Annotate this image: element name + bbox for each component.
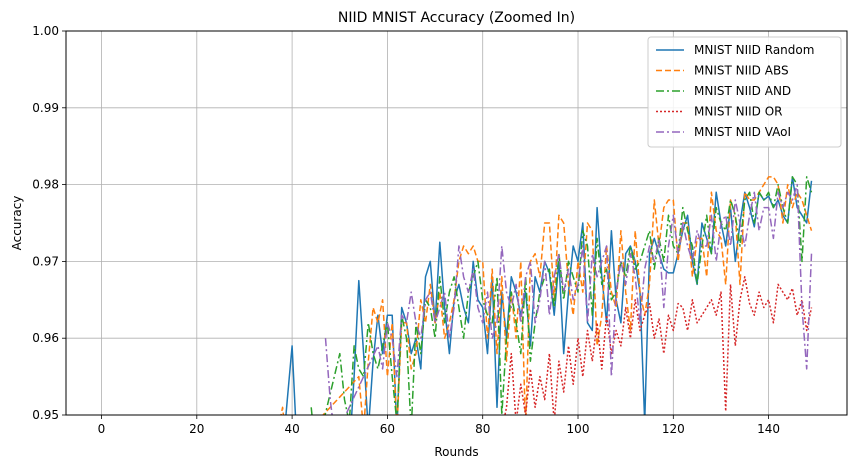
legend-label-2: MNIST NIID AND xyxy=(694,84,791,98)
x-tick-label: 120 xyxy=(662,422,685,436)
legend-label-1: MNIST NIID ABS xyxy=(694,64,789,78)
legend-label-0: MNIST NIID Random xyxy=(694,43,814,57)
legend-label-4: MNIST NIID VAoI xyxy=(694,125,791,139)
y-tick-label: 0.99 xyxy=(32,101,59,115)
y-axis: 0.95 0.96 0.97 0.98 0.99 1.00 xyxy=(32,24,66,422)
legend-label-3: MNIST NIID OR xyxy=(694,105,783,119)
x-tick-label: 60 xyxy=(380,422,395,436)
series-line-4 xyxy=(324,183,813,415)
series-line-2 xyxy=(310,176,813,415)
x-axis-label: Rounds xyxy=(434,445,478,459)
y-tick-label: 1.00 xyxy=(32,24,59,38)
series-line-1 xyxy=(273,176,813,415)
legend-box xyxy=(647,36,842,148)
legend: MNIST NIID Random MNIST NIID ABS MNIST NII… xyxy=(647,36,842,148)
x-tick-label: 0 xyxy=(98,422,106,436)
y-tick-label: 0.95 xyxy=(32,408,59,422)
x-tick-label: 40 xyxy=(284,422,299,436)
x-axis: 0 20 40 60 80 100 120 140 xyxy=(98,415,780,436)
series-layer xyxy=(273,176,813,415)
y-tick-label: 0.97 xyxy=(32,254,59,268)
y-tick-label: 0.98 xyxy=(32,178,59,192)
x-tick-label: 100 xyxy=(567,422,590,436)
chart-title: NIID MNIST Accuracy (Zoomed In) xyxy=(338,10,575,26)
y-axis-label: Accuracy xyxy=(10,196,24,251)
x-tick-label: 20 xyxy=(189,422,204,436)
y-tick-label: 0.96 xyxy=(32,331,59,345)
plot-frame xyxy=(65,30,848,416)
series-line-3 xyxy=(504,276,813,415)
x-tick-label: 140 xyxy=(757,422,780,436)
x-tick-label: 80 xyxy=(475,422,490,436)
